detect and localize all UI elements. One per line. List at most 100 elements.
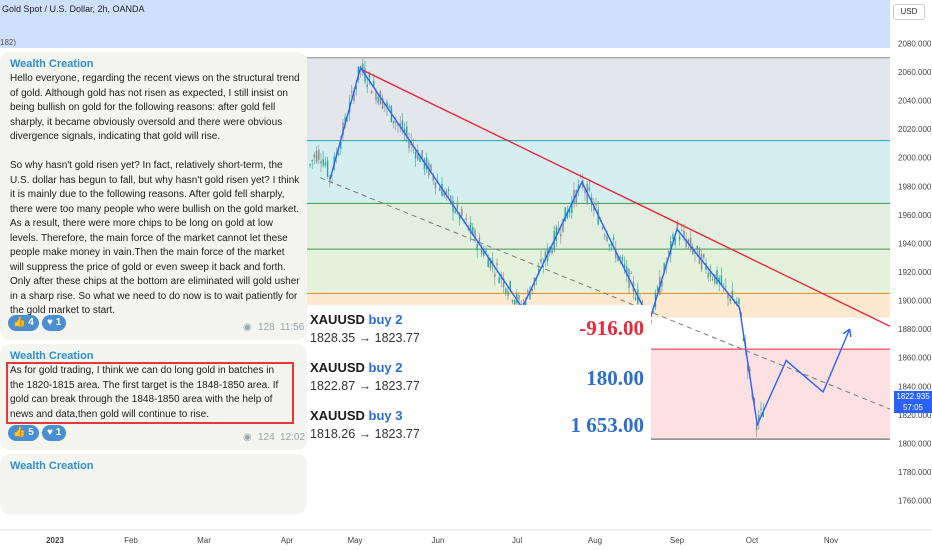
candle-body: [511, 300, 514, 302]
message-card-3: Wealth Creation: [0, 454, 307, 514]
candle-body: [544, 251, 547, 261]
candle-body: [487, 257, 489, 268]
candle-body: [439, 187, 441, 191]
price-tick: 2020.000: [898, 125, 932, 134]
candle-body: [623, 264, 626, 268]
time-tick: Aug: [588, 536, 602, 545]
candle-body: [322, 159, 324, 166]
candle-body: [696, 245, 698, 250]
candle-body: [417, 149, 419, 160]
message-author[interactable]: Wealth Creation: [10, 350, 94, 362]
trade-symbol: XAUUSD: [310, 312, 365, 327]
candle-body: [403, 129, 406, 134]
heart-reaction[interactable]: ♥ 1: [42, 315, 67, 331]
candle-body: [452, 200, 454, 213]
message-author[interactable]: Wealth Creation: [10, 58, 94, 70]
time-tick: Jul: [512, 536, 522, 545]
candle-body: [395, 121, 397, 123]
candle-body: [689, 237, 692, 249]
price-tick: 1840.000: [898, 382, 932, 391]
candle-body: [406, 126, 408, 136]
candle-body: [388, 105, 390, 108]
candle-body: [731, 290, 734, 299]
candle-body: [755, 423, 758, 431]
price-tick: 2060.000: [898, 68, 932, 77]
candle-body: [485, 250, 487, 253]
message-text: Hello everyone, regarding the recent vie…: [10, 73, 300, 316]
message-card-1: Wealth Creation Hello everyone, regardin…: [0, 52, 307, 340]
candle-body: [351, 91, 353, 93]
candle-body: [441, 184, 443, 197]
candle-body: [309, 164, 311, 166]
resistance-line: [360, 68, 891, 327]
trade-row-2: XAUUSD buy 2 1822.87 → 1823.77: [310, 360, 420, 393]
candle-body: [355, 85, 357, 90]
candle-body: [608, 244, 610, 247]
candle-body: [375, 90, 377, 100]
candle-body: [577, 184, 580, 190]
message-time: 12:02: [280, 432, 306, 443]
candle-body: [555, 226, 558, 242]
candle-body: [760, 408, 762, 410]
candle-body: [505, 288, 507, 294]
candle-body: [703, 253, 705, 258]
candle-body: [762, 411, 764, 418]
price-tick: 1980.000: [898, 182, 932, 191]
candle-body: [720, 275, 723, 286]
candle-body: [368, 73, 371, 78]
time-tick: Feb: [124, 536, 138, 545]
heart-reaction[interactable]: ♥ 1: [42, 425, 67, 441]
candle-body: [698, 247, 701, 264]
price-tick: 1880.000: [898, 325, 932, 334]
candle-body: [560, 233, 562, 237]
price-tick: 1760.000: [898, 497, 932, 506]
candle-body: [716, 270, 718, 284]
candle-body: [597, 209, 599, 225]
price-tick: 1960.000: [898, 211, 932, 220]
candle-body: [584, 190, 586, 194]
trade-prices: 1818.26 → 1823.77: [310, 427, 420, 441]
arrow-head: [848, 329, 852, 338]
candle-body: [758, 415, 760, 422]
candle-body: [430, 164, 432, 171]
candle-body: [656, 286, 659, 291]
candle-body: [425, 157, 428, 170]
currency-button[interactable]: USD: [893, 4, 925, 20]
time-tick: Oct: [746, 536, 759, 545]
support-line: [319, 177, 891, 410]
thumbs-up-reaction[interactable]: 👍 4: [8, 315, 39, 331]
price-path: [329, 66, 851, 428]
bar-countdown: 57:05: [902, 402, 924, 412]
candle-body: [434, 182, 437, 189]
candle-body: [685, 239, 687, 248]
message-author[interactable]: Wealth Creation: [10, 460, 94, 472]
trade-prices: 1828.35 → 1823.77: [310, 331, 420, 345]
candle-body: [399, 123, 401, 127]
price-axis-bg: [890, 0, 932, 530]
time-tick: 2023: [46, 536, 64, 545]
candle-body: [529, 292, 531, 300]
last-price-tag: 1822.935 57:05: [894, 391, 932, 413]
candle-body: [340, 141, 342, 149]
candle-body: [573, 189, 575, 203]
last-price: 1822.935: [896, 392, 930, 401]
trade-pnl-1: -916.00: [579, 316, 644, 340]
candle-body: [472, 227, 474, 236]
candle-body: [652, 310, 654, 314]
candle-body: [474, 229, 476, 241]
candle-body: [542, 265, 544, 268]
trade-row-3: XAUUSD buy 3 1818.26 → 1823.77: [310, 408, 420, 441]
candle-body: [370, 90, 373, 94]
thumbs-up-reaction[interactable]: 👍 5: [8, 425, 39, 441]
candle-body: [617, 256, 619, 261]
candle-body: [612, 237, 615, 240]
candle-body: [700, 254, 703, 270]
candle-body: [606, 236, 608, 242]
zone: [307, 249, 890, 294]
candle-body: [727, 292, 729, 299]
candle-body: [575, 190, 577, 204]
trade-overlay: [307, 305, 651, 453]
price-tick: 2080.000: [898, 39, 932, 48]
time-tick: Sep: [670, 536, 685, 545]
